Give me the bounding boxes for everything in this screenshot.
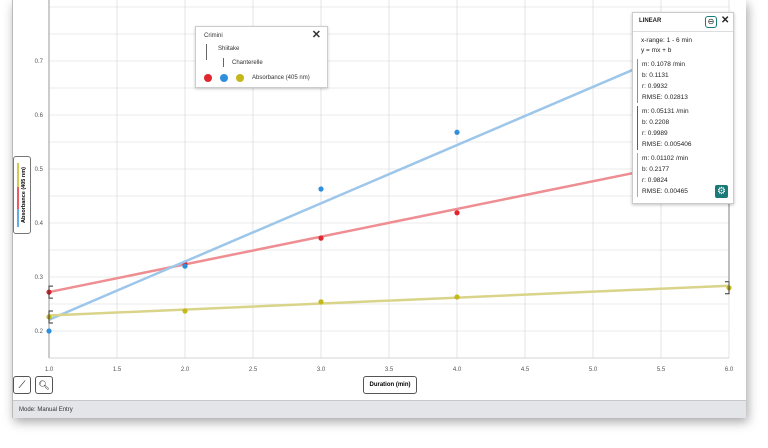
fit-line-shiitake [48,27,730,321]
fit-r: r: 0.9932 [642,83,668,90]
range-bracket [48,285,53,299]
data-point-shiitake [182,263,188,269]
shiitake-dot-icon [220,74,228,82]
x-tick-label: 1.5 [113,367,122,373]
legend[interactable]: Crimini ✕ Shiitake Chanterelle Absorbanc… [195,26,328,88]
data-point-crimini [318,235,324,241]
zoom-icon[interactable]: 🔍︎ [35,376,53,394]
data-point-chanterelle [318,299,324,305]
legend-measure: Absorbance (405 nm) [252,75,310,81]
y-tick-label: 0.3 [35,275,44,281]
data-point-shiitake [46,328,52,334]
y-tick-label: 0.2 [35,329,44,335]
x-tick-label: 4.5 [521,367,530,373]
x-tick-label: 5.0 [589,367,598,373]
data-point-chanterelle [182,308,188,314]
fit-block-shiitake: m: 0.1078 /min b: 0.1131 r: 0.9932 RMSE: 0.… [637,59,733,103]
fit-block-crimini: m: 0.05131 /min b: 0.2208 r: 0.9989 RMSE: 0… [637,106,733,150]
fit-line-chanterelle [48,284,730,317]
fit-range: x-range: 1 - 6 min [641,37,692,44]
fit-rmse: RMSE: 0.00465 [642,188,688,195]
close-icon[interactable]: ✕ [311,29,321,41]
fit-b: b: 0.1131 [642,72,669,79]
status-bar: Mode: Manual Entry [13,400,746,418]
legend-chanterelle: Chanterelle [232,60,263,66]
data-point-chanterelle [454,294,460,300]
x-tick-label: 4.0 [453,367,462,373]
graph-window: 1.0 1.5 2.0 2.5 3.0 3.5 4.0 4.5 5.0 5.5 6.0 0.2 0.3 0… [12,0,746,418]
data-point-crimini [454,210,460,216]
fit-title: LINEAR [639,18,662,24]
tree-line [223,58,224,67]
fit-rmse: RMSE: 0.02813 [642,94,688,101]
legend-crimini: Crimini [204,33,223,39]
fit-m: m: 0.01102 /min [642,155,689,162]
minimize-icon[interactable]: ⊖ [705,16,717,28]
x-tick-label: 3.5 [385,367,394,373]
x-tick-label: 6.0 [725,367,734,373]
fit-block-chanterelle: m: 0.01102 /min b: 0.2177 r: 0.9824 RMSE: 0… [637,153,733,197]
y-axis-label: Absorbance (405 nm) [21,167,27,223]
linear-fit-panel: LINEAR ⊖ ✕ x-range: 1 - 6 min y = mx + b… [632,12,734,204]
y-tick-label: 0.4 [35,221,44,227]
tree-line [206,44,207,60]
y-tick-label: 0.7 [35,59,44,65]
crimini-dot-icon [204,74,212,82]
fit-line-crimini [48,152,730,294]
data-point-shiitake [454,129,460,135]
fit-b: b: 0.2208 [642,119,670,126]
fit-r: r: 0.9989 [642,130,668,137]
chart[interactable]: 1.0 1.5 2.0 2.5 3.0 3.5 4.0 4.5 5.0 5.5 6.0 0.2 0.3 0… [13,0,746,400]
fit-m: m: 0.05131 /min [642,108,689,115]
fit-rmse: RMSE: 0.005406 [642,141,692,148]
x-tick-label: 3.0 [317,367,326,373]
x-tick-label: 5.5 [657,367,666,373]
close-icon[interactable]: ✕ [721,15,730,26]
range-bracket [48,310,53,324]
chanterelle-dot-icon [236,74,244,82]
legend-shiitake: Shiitake [218,46,240,52]
x-axis-label-button[interactable]: Duration (min) [363,376,417,394]
y-tick-label: 0.5 [35,167,44,173]
graph-tools-button[interactable]: ⟋ [13,376,31,394]
series-color-key-icon [17,163,19,227]
x-tick-label: 2.0 [181,367,190,373]
fit-b: b: 0.2177 [642,166,670,173]
fit-r: r: 0.9824 [642,177,668,184]
x-tick-label: 1.0 [45,367,54,373]
y-axis-label-button[interactable]: Absorbance (405 nm) [13,156,31,234]
fit-m: m: 0.1078 /min [642,61,685,68]
gear-icon[interactable]: ⚙ [715,185,728,198]
data-point-shiitake [318,186,324,192]
x-tick-label: 2.5 [249,367,258,373]
fit-equation: y = mx + b [641,47,672,54]
y-tick-label: 0.6 [35,113,44,119]
